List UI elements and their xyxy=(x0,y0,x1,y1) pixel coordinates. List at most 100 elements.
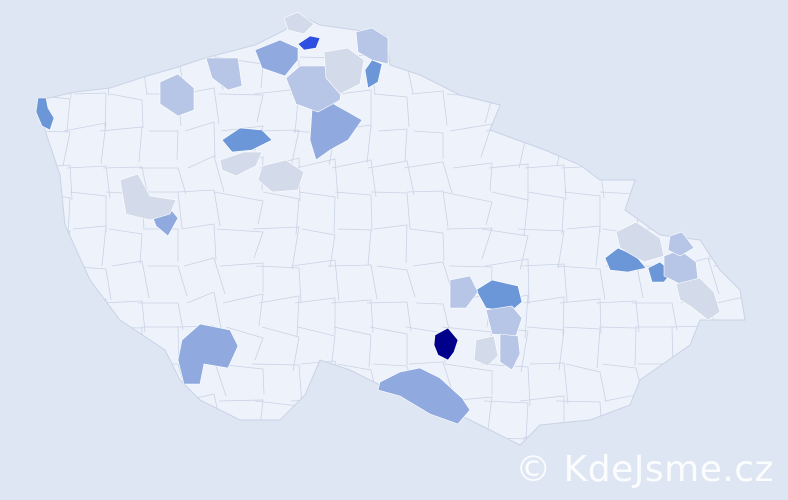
district-border xyxy=(101,300,146,333)
district-border xyxy=(213,191,264,225)
district-border xyxy=(338,89,372,129)
district-border xyxy=(376,265,416,298)
district-border xyxy=(139,167,187,195)
district-border xyxy=(255,265,302,304)
district-lightest xyxy=(615,221,665,263)
district-border xyxy=(186,291,222,329)
district-border xyxy=(102,166,149,197)
district-border xyxy=(218,399,264,429)
district-border xyxy=(633,167,681,195)
district-lightest xyxy=(119,173,177,221)
district-border xyxy=(370,191,411,230)
district-border xyxy=(757,192,788,235)
district-border xyxy=(333,326,372,368)
district-border xyxy=(138,302,184,331)
district-border xyxy=(99,126,143,163)
district-border xyxy=(187,155,225,193)
district-border xyxy=(61,400,109,437)
district-border xyxy=(291,259,340,302)
district-border xyxy=(365,429,409,445)
district-border xyxy=(331,159,377,198)
district-mid-light xyxy=(254,39,299,77)
district-border xyxy=(225,326,264,361)
district-border xyxy=(442,191,493,226)
district-light xyxy=(667,231,695,257)
district-border xyxy=(443,56,493,90)
district-border xyxy=(219,262,264,292)
district-border xyxy=(595,300,640,333)
district-border xyxy=(40,56,72,99)
district-border xyxy=(678,121,710,159)
district-border xyxy=(717,156,745,191)
district-border xyxy=(415,302,450,330)
district-border xyxy=(409,228,445,262)
district-border xyxy=(403,161,453,194)
district-lightest xyxy=(257,159,305,193)
watermark: © KdeJsme.cz xyxy=(515,449,774,490)
district-border xyxy=(750,266,788,303)
district-border xyxy=(256,129,300,168)
district-border xyxy=(221,430,264,445)
district-border xyxy=(556,265,606,301)
district-border xyxy=(598,326,637,367)
district-border xyxy=(712,399,745,429)
district-border xyxy=(563,191,601,232)
district-medium xyxy=(475,279,523,313)
district-border xyxy=(483,400,529,441)
district-border xyxy=(559,298,602,335)
district-border xyxy=(40,228,71,269)
district-border xyxy=(367,160,415,196)
district-border xyxy=(564,56,604,97)
district-border xyxy=(449,123,493,158)
district-border xyxy=(217,93,264,123)
district-border xyxy=(40,428,71,445)
district-border xyxy=(716,293,745,327)
district-border xyxy=(480,363,531,407)
district-border xyxy=(641,400,679,433)
district-border xyxy=(753,296,788,337)
district-border xyxy=(261,326,300,372)
district-mid-light xyxy=(377,367,471,425)
district-border xyxy=(491,191,529,237)
district-light xyxy=(355,27,389,65)
district-border xyxy=(562,326,601,369)
district-border xyxy=(148,265,188,297)
district-border xyxy=(406,190,449,228)
district-border xyxy=(145,228,179,262)
district-border xyxy=(711,93,745,123)
district-border xyxy=(337,228,372,266)
district-border xyxy=(566,225,601,267)
district-border xyxy=(108,228,143,265)
district-border xyxy=(637,56,680,93)
district-light xyxy=(449,275,479,309)
district-border xyxy=(111,260,150,299)
district-border xyxy=(329,437,372,445)
district-light xyxy=(159,73,195,117)
district-border xyxy=(185,427,219,445)
district-medium xyxy=(221,127,273,153)
district-light xyxy=(205,57,243,91)
district-border xyxy=(290,398,337,438)
district-border xyxy=(413,130,444,159)
district-border xyxy=(412,261,454,296)
district-border xyxy=(216,228,264,259)
district-border xyxy=(452,162,493,192)
highlighted-districts xyxy=(35,11,721,425)
district-mid-light xyxy=(177,323,239,385)
district-border xyxy=(488,163,529,202)
district-border xyxy=(640,93,676,127)
district-border xyxy=(109,93,144,129)
district-border xyxy=(707,191,745,225)
district-border xyxy=(40,93,71,133)
district-darkest xyxy=(433,327,459,361)
district-border xyxy=(672,53,718,91)
district-border xyxy=(719,326,745,361)
district-border xyxy=(301,228,336,268)
district-border xyxy=(66,165,111,199)
district-border xyxy=(40,362,75,405)
district-border xyxy=(714,125,745,157)
district-light xyxy=(499,333,521,371)
district-border xyxy=(369,326,408,365)
district-lightest xyxy=(219,151,263,177)
